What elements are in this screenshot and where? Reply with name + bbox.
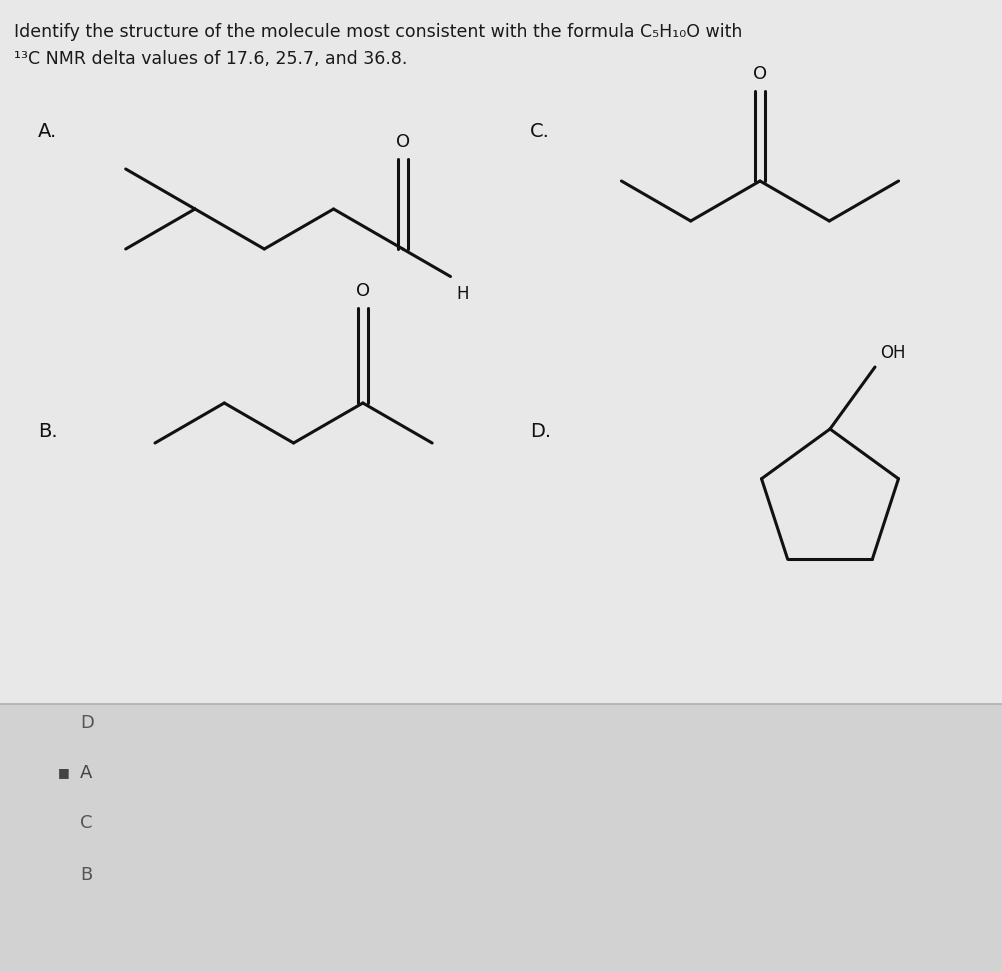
Text: A: A	[80, 764, 92, 782]
Text: O: O	[356, 282, 370, 300]
Text: D: D	[80, 714, 94, 732]
Text: O: O	[396, 133, 410, 151]
Text: H: H	[457, 285, 469, 303]
Text: B: B	[80, 866, 92, 884]
Text: ¹³C NMR delta values of 17.6, 25.7, and 36.8.: ¹³C NMR delta values of 17.6, 25.7, and …	[14, 50, 408, 68]
Bar	[0, 0, 1002, 704]
Text: A.: A.	[38, 121, 57, 141]
Text: C.: C.	[530, 121, 550, 141]
Text: Identify the structure of the molecule most consistent with the formula C₅H₁₀O w: Identify the structure of the molecule m…	[14, 23, 742, 41]
Bar	[0, 704, 1002, 971]
Text: ■: ■	[58, 766, 70, 780]
Text: C: C	[80, 814, 92, 832]
Text: B.: B.	[38, 421, 58, 441]
Text: O: O	[753, 65, 768, 83]
Text: D.: D.	[530, 421, 551, 441]
Text: OH: OH	[880, 344, 906, 362]
